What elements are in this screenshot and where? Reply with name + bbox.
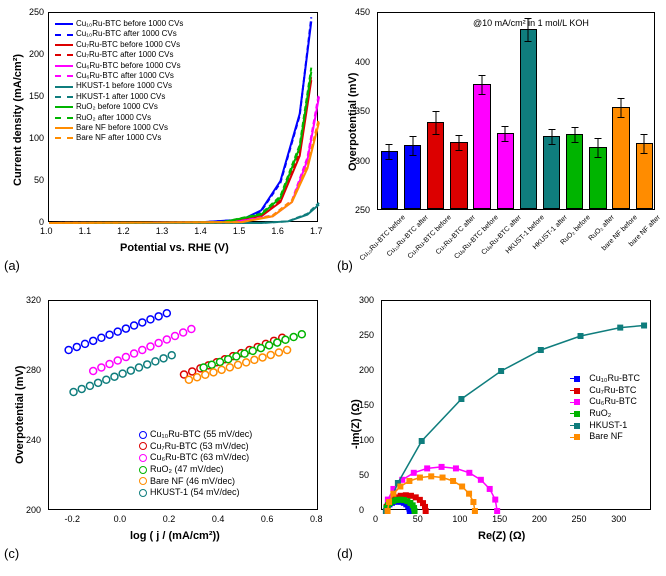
panel-letter-c: (c) [4, 546, 19, 561]
xlabel-c: log ( j / (mA/cm²)) [130, 530, 220, 542]
bar [497, 133, 514, 209]
legend-item: Cu₁₀Ru-BTC before 1000 CVs [55, 19, 183, 29]
legend-item: Cu₁₀Ru-BTC [570, 373, 640, 385]
bar [520, 29, 537, 209]
bar [636, 143, 653, 209]
legend-item: RuO₂ [570, 408, 640, 420]
panel-a: Cu₁₀Ru-BTC before 1000 CVsCu₁₀Ru-BTC aft… [0, 0, 333, 288]
legend-c: Cu₁₀Ru-BTC (55 mV/dec)Cu₇Ru-BTC (53 mV/d… [137, 427, 254, 501]
bar [612, 107, 629, 209]
legend-item: Cu₁₀Ru-BTC (55 mV/dec) [139, 429, 252, 441]
legend-item: HKUST-1 [570, 420, 640, 432]
bar [473, 84, 490, 209]
legend-item: Cu₆Ru-BTC after 1000 CVs [55, 71, 183, 81]
xlabel-a: Potential vs. RHE (V) [120, 242, 229, 254]
ylabel-a: Current density (mA/cm²) [12, 46, 24, 186]
legend-item: Cu₇Ru-BTC (53 mV/dec) [139, 441, 252, 453]
legend-item: RuO₂ before 1000 CVs [55, 102, 183, 112]
panel-b: Overpotential (mV) @10 mA/cm² in 1 mol/L… [333, 0, 666, 288]
plot-area-d: Cu₁₀Ru-BTCCu₇Ru-BTCCu₆Ru-BTCRuO₂HKUST-1B… [381, 300, 651, 510]
legend-item: Cu₇Ru-BTC before 1000 CVs [55, 40, 183, 50]
legend-item: RuO₂ (47 mV/dec) [139, 464, 252, 476]
legend-item: Bare NF after 1000 CVs [55, 133, 183, 143]
panel-letter-b: (b) [337, 258, 353, 273]
legend-d: Cu₁₀Ru-BTCCu₇Ru-BTCCu₆Ru-BTCRuO₂HKUST-1B… [568, 371, 642, 445]
bar [589, 147, 606, 209]
bar [427, 122, 444, 209]
bar [566, 134, 583, 209]
legend-item: Cu₆Ru-BTC before 1000 CVs [55, 61, 183, 71]
legend-item: Bare NF before 1000 CVs [55, 123, 183, 133]
bar [404, 145, 421, 209]
legend-item: Cu₆Ru-BTC [570, 396, 640, 408]
panel-letter-d: (d) [337, 546, 353, 561]
legend-item: Bare NF [570, 431, 640, 443]
plot-area-c: Cu₁₀Ru-BTC (55 mV/dec)Cu₇Ru-BTC (53 mV/d… [48, 300, 318, 510]
legend-item: HKUST-1 (54 mV/dec) [139, 487, 252, 499]
xlabel-d: Re(Z) (Ω) [478, 530, 525, 542]
plot-area-a: Cu₁₀Ru-BTC before 1000 CVsCu₁₀Ru-BTC aft… [48, 12, 318, 222]
panel-letter-a: (a) [4, 258, 20, 273]
annotation-b: @10 mA/cm² in 1 mol/L KOH [473, 18, 589, 28]
panel-c: Cu₁₀Ru-BTC (55 mV/dec)Cu₇Ru-BTC (53 mV/d… [0, 288, 333, 576]
panel-d: Cu₁₀Ru-BTCCu₇Ru-BTCCu₆Ru-BTCRuO₂HKUST-1B… [333, 288, 666, 576]
plot-area-b [377, 12, 655, 210]
bar [450, 142, 467, 209]
legend-item: Cu₇Ru-BTC after 1000 CVs [55, 50, 183, 60]
legend-item: HKUST-1 after 1000 CVs [55, 92, 183, 102]
bar [543, 136, 560, 209]
legend-item: Cu₇Ru-BTC [570, 385, 640, 397]
bar [381, 151, 398, 209]
ylabel-c: Overpotential (mV) [14, 344, 26, 464]
legend-item: HKUST-1 before 1000 CVs [55, 81, 183, 91]
legend-item: RuO₂ after 1000 CVs [55, 113, 183, 123]
legend-item: Cu₆Ru-BTC (63 mV/dec) [139, 452, 252, 464]
legend-a: Cu₁₀Ru-BTC before 1000 CVsCu₁₀Ru-BTC aft… [53, 17, 185, 146]
legend-item: Cu₁₀Ru-BTC after 1000 CVs [55, 29, 183, 39]
legend-item: Bare NF (46 mV/dec) [139, 476, 252, 488]
